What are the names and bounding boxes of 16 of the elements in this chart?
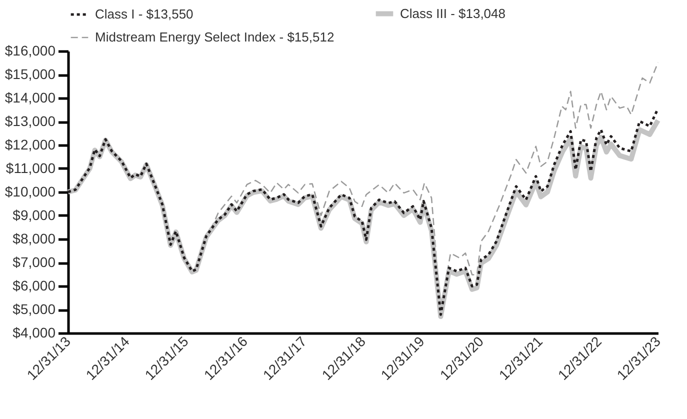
y-tick-label: $8,000 <box>12 230 56 246</box>
legend-label: Class III - $13,048 <box>400 6 506 21</box>
y-tick-label: $16,000 <box>4 42 56 58</box>
legend-label: Midstream Energy Select Index - $15,512 <box>95 30 334 44</box>
y-tick-label: $15,000 <box>4 66 56 82</box>
y-tick-label: $4,000 <box>12 324 56 340</box>
y-tick-label: $5,000 <box>12 301 56 317</box>
y-tick-label: $14,000 <box>4 90 56 106</box>
y-tick-label: $11,000 <box>6 160 56 176</box>
y-tick-label: $10,000 <box>4 184 56 200</box>
y-tick-label: $6,000 <box>12 278 56 294</box>
y-tick-label: $12,000 <box>4 136 56 152</box>
y-tick-label: $13,000 <box>4 113 56 129</box>
y-tick-label: $9,000 <box>12 207 56 223</box>
legend-label: Class I - $13,550 <box>95 6 194 22</box>
y-tick-label: $7,000 <box>12 254 56 270</box>
